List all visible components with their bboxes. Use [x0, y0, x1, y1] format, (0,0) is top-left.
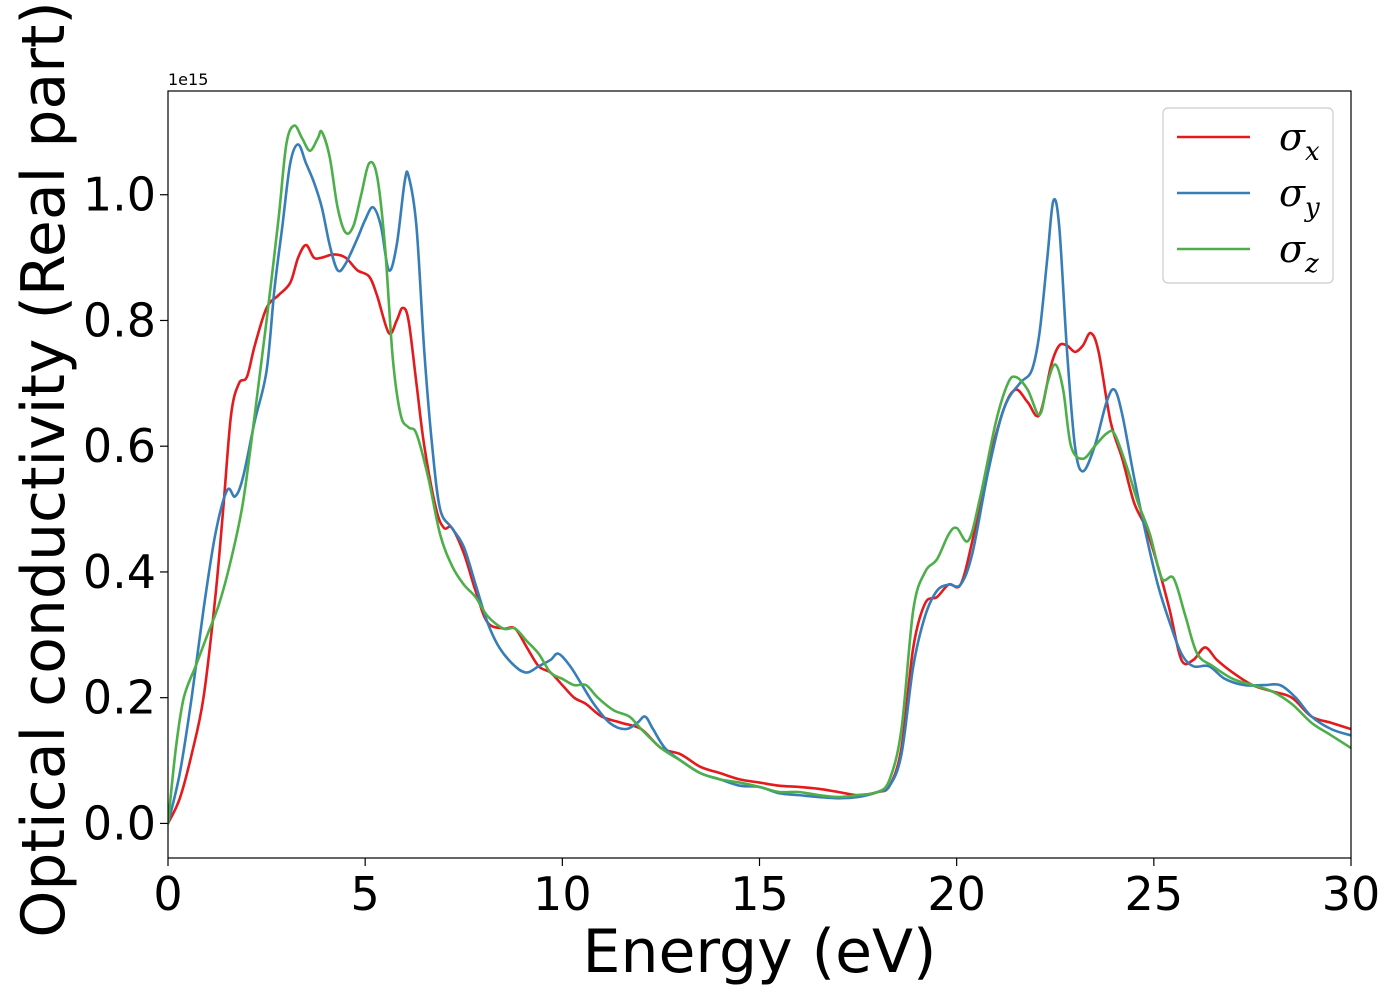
legend-label-y: σy [1279, 171, 1320, 223]
y-axis: 0.0 0.2 0.4 0.6 0.8 1.0 [83, 168, 168, 850]
y-tick-label: 0.0 [83, 796, 156, 850]
legend-label-x: σx [1279, 115, 1320, 167]
series-line-y [168, 143, 1351, 825]
legend-label-subscript: z [1304, 249, 1319, 279]
legend-label-base: σ [1279, 227, 1306, 271]
y-tick-label: 0.2 [83, 671, 156, 725]
legend-label-base: σ [1279, 171, 1306, 215]
y-tick-label: 1.0 [83, 168, 156, 222]
x-axis: 0 5 10 15 20 25 30 [153, 858, 1380, 921]
series-layer [168, 124, 1351, 825]
y-tick-label: 0.6 [83, 419, 156, 473]
legend-label-z: σz [1279, 227, 1319, 279]
x-tick-label: 15 [730, 867, 789, 921]
x-axis-title: Energy (eV) [583, 917, 937, 987]
x-tick-label: 0 [153, 867, 182, 921]
y-offset-label: 1e15 [168, 70, 208, 89]
x-tick-label: 30 [1322, 867, 1381, 921]
y-tick-label: 0.4 [83, 545, 156, 599]
legend-label-base: σ [1279, 115, 1306, 159]
x-tick-label: 10 [533, 867, 592, 921]
y-axis-title: Optical conductivity (Real part) [9, 1, 79, 938]
legend-label-subscript: x [1305, 137, 1320, 167]
x-tick-label: 5 [351, 867, 380, 921]
legend-label-subscript: y [1304, 193, 1320, 223]
y-tick-label: 0.8 [83, 293, 156, 347]
x-tick-label: 20 [927, 867, 986, 921]
legend-box [1162, 107, 1334, 284]
x-tick-label: 25 [1125, 867, 1184, 921]
series-line-z [168, 124, 1351, 825]
plot-area: 0 5 10 15 20 25 30 0.0 0.2 0.4 0.6 0.8 1.0 [83, 90, 1380, 921]
